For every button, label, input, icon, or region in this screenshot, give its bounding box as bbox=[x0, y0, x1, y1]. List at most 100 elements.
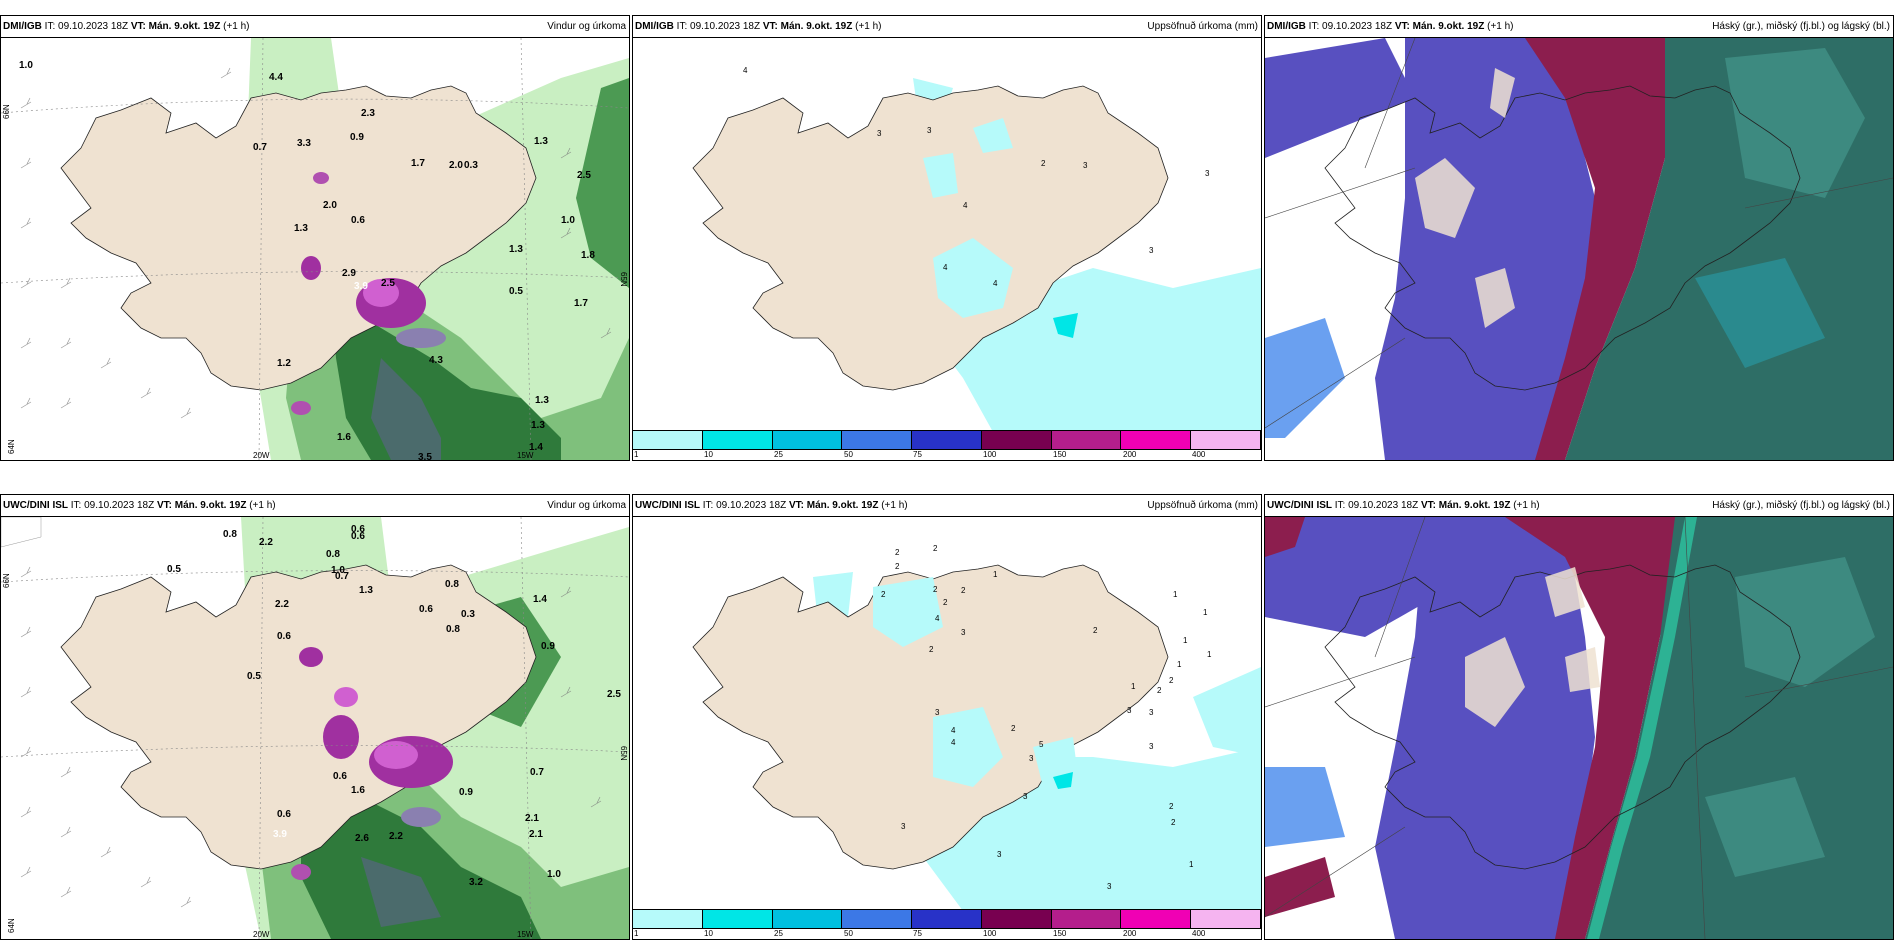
colorbar-segment bbox=[981, 431, 1052, 449]
wind-value: 3.2 bbox=[469, 877, 483, 888]
wind-value: 2.2 bbox=[259, 537, 273, 548]
wind-value: 0.6 bbox=[277, 631, 291, 642]
panel-title: Háský (gr.), miðský (fj.bl.) og lágský (… bbox=[1712, 21, 1890, 32]
wind-value: 0.5 bbox=[509, 286, 523, 297]
panel-header: DMI/IGB IT: 09.10.2023 18Z VT: Mán. 9.ok… bbox=[633, 16, 1261, 38]
wind-value: 1.3 bbox=[534, 136, 548, 147]
wind-value: 0.3 bbox=[464, 160, 478, 171]
wind-value: 1.4 bbox=[533, 594, 547, 605]
colorbar-tick: 25 bbox=[774, 450, 783, 459]
precip-value: 3 bbox=[1205, 169, 1210, 178]
wind-value: 1.7 bbox=[411, 158, 425, 169]
colorbar-segment bbox=[633, 431, 703, 449]
lat-label-66n: 66N bbox=[2, 573, 11, 588]
panel-title: Vindur og úrkoma bbox=[547, 500, 626, 511]
colorbar-segment bbox=[981, 910, 1052, 928]
precip-value: 4 bbox=[951, 738, 956, 747]
model-source: DMI/IGB bbox=[3, 21, 42, 32]
precip-value: 2 bbox=[1171, 818, 1176, 827]
wind-value: 1.6 bbox=[351, 785, 365, 796]
colorbar-segment bbox=[1051, 431, 1122, 449]
precip-value: 4 bbox=[993, 279, 998, 288]
cloud-cover-map[interactable] bbox=[1265, 517, 1893, 939]
wind-value: 0.8 bbox=[326, 549, 340, 560]
lon-label-20w: 20W bbox=[253, 930, 270, 939]
issue-time: 09.10.2023 18Z bbox=[58, 21, 129, 32]
colorbar-segment bbox=[702, 910, 773, 928]
wind-value: 0.6 bbox=[351, 531, 365, 542]
wind-value: 3.9 bbox=[354, 281, 368, 292]
accumulated-precip-map[interactable]: 2 2 2 1 2 2 2 4 2 3 2 2 1 1 1 3 4 4 5 2 bbox=[633, 517, 1261, 939]
lead-time: (+1 h) bbox=[881, 500, 908, 511]
accumulated-precip-panel-dmi: DMI/IGB IT: 09.10.2023 18Z VT: Mán. 9.ok… bbox=[632, 15, 1262, 461]
wind-value: 0.7 bbox=[253, 142, 267, 153]
precip-value: 2 bbox=[1157, 686, 1162, 695]
precip-value: 4 bbox=[743, 66, 748, 75]
wind-value: 2.1 bbox=[525, 813, 539, 824]
wind-value: 3.3 bbox=[297, 138, 311, 149]
wind-value: 1.3 bbox=[535, 395, 549, 406]
precip-value: 2 bbox=[881, 590, 886, 599]
issue-time-label: IT: bbox=[1334, 500, 1346, 511]
valid-time: Mán. 9.okt. 19Z bbox=[1438, 500, 1511, 511]
colorbar-segment bbox=[912, 431, 982, 449]
colorbar-segment bbox=[842, 910, 913, 928]
precip-value: 4 bbox=[935, 614, 940, 623]
wind-value: 2.0 bbox=[449, 160, 463, 171]
wind-value-labels: 1.0 4.4 0.7 3.3 2.3 0.9 1.7 2.0 0.3 2.5 … bbox=[19, 60, 595, 460]
wind-precip-map[interactable]: 66N 64N 65N 20W 15W 1.0 4.4 0.7 3.3 2.3 … bbox=[1, 38, 629, 460]
panel-header: DMI/IGB IT: 09.10.2023 18Z VT: Mán. 9.ok… bbox=[1265, 16, 1893, 38]
precip-value: 2 bbox=[1169, 676, 1174, 685]
lead-time: (+1 h) bbox=[1513, 500, 1540, 511]
issue-time-label: IT: bbox=[44, 21, 56, 32]
precip-value: 2 bbox=[1011, 724, 1016, 733]
precip-value: 1 bbox=[1189, 860, 1194, 869]
wind-value: 2.5 bbox=[381, 278, 395, 289]
lat-label-65n: 65N bbox=[619, 272, 628, 287]
precip-value: 1 bbox=[1203, 608, 1208, 617]
precip-value: 1 bbox=[1131, 682, 1136, 691]
valid-time: Mán. 9.okt. 19Z bbox=[1412, 21, 1485, 32]
precip-value: 2 bbox=[961, 586, 966, 595]
issue-time: 09.10.2023 18Z bbox=[1322, 21, 1393, 32]
cloud-cover-map[interactable] bbox=[1265, 38, 1893, 460]
valid-time-label: VT: bbox=[1394, 21, 1410, 32]
colorbar-tick: 50 bbox=[844, 450, 853, 459]
lon-label-20w: 20W bbox=[253, 451, 270, 460]
wind-value: 0.8 bbox=[223, 529, 237, 540]
colorbar-tick: 400 bbox=[1192, 450, 1206, 459]
panel-header: DMI/IGB IT: 09.10.2023 18Z VT: Mán. 9.ok… bbox=[1, 16, 629, 38]
colorbar-tick: 100 bbox=[983, 929, 997, 938]
wind-value: 2.6 bbox=[355, 833, 369, 844]
colorbar-segment bbox=[1191, 910, 1261, 928]
wind-value: 0.6 bbox=[277, 809, 291, 820]
valid-time: Mán. 9.okt. 19Z bbox=[806, 500, 879, 511]
wind-precip-map[interactable]: 66N 64N 65N 20W 15W 0.8 0.6 2.2 0.5 0.8 … bbox=[1, 517, 629, 939]
colorbar-segment bbox=[1121, 431, 1192, 449]
colorbar-tick: 150 bbox=[1053, 929, 1067, 938]
valid-time-label: VT: bbox=[762, 21, 778, 32]
colorbar-tick: 10 bbox=[704, 450, 713, 459]
accumulated-precip-panel-uwc: UWC/DINI ISL IT: 09.10.2023 18Z VT: Mán.… bbox=[632, 494, 1262, 940]
issue-time: 09.10.2023 18Z bbox=[716, 500, 787, 511]
wind-value: 1.0 bbox=[331, 565, 345, 576]
precip-value: 1 bbox=[1173, 590, 1178, 599]
accumulated-precip-map[interactable]: 4 3 3 2 3 3 4 3 4 4 bbox=[633, 38, 1261, 460]
panel-header: UWC/DINI ISL IT: 09.10.2023 18Z VT: Mán.… bbox=[633, 495, 1261, 517]
precip-value: 3 bbox=[1083, 161, 1088, 170]
precip-value: 2 bbox=[933, 544, 938, 553]
colorbar-tick: 200 bbox=[1123, 450, 1137, 459]
colorbar-tick-labels: 1 10 25 50 75 100 150 200 400 bbox=[633, 929, 1261, 939]
issue-time-label: IT: bbox=[676, 21, 688, 32]
lead-time: (+1 h) bbox=[1487, 21, 1514, 32]
wind-value: 1.3 bbox=[294, 223, 308, 234]
wind-value: 1.6 bbox=[337, 432, 351, 443]
precip-value: 3 bbox=[1149, 742, 1154, 751]
wind-value: 0.6 bbox=[333, 771, 347, 782]
precip-value-labels: 2 2 2 1 2 2 2 4 2 3 2 2 1 1 1 3 4 4 5 2 bbox=[881, 544, 1212, 891]
issue-time: 09.10.2023 18Z bbox=[690, 21, 761, 32]
wind-value: 0.7 bbox=[530, 767, 544, 778]
wind-value: 3.5 bbox=[418, 452, 432, 460]
issue-time-label: IT: bbox=[70, 500, 82, 511]
precip-value: 4 bbox=[963, 201, 968, 210]
